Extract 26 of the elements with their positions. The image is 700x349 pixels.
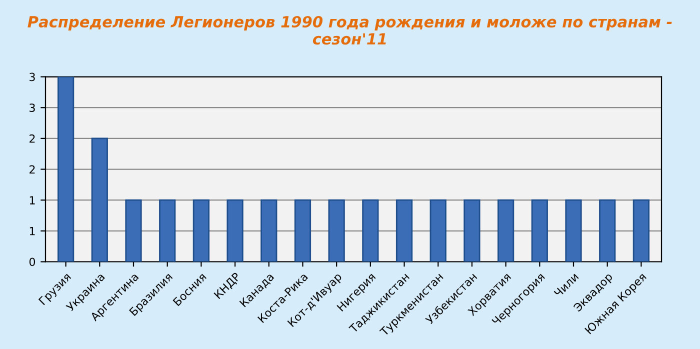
y-tick-label: 2 xyxy=(30,134,35,143)
bar xyxy=(430,199,446,262)
y-tick-label: 3 xyxy=(30,104,35,112)
bar xyxy=(565,199,582,262)
chart-title: Распределение Легионеров 1990 года рождения и моложе по странам - сезон'11 xyxy=(28,16,672,45)
bar xyxy=(632,199,650,262)
bar xyxy=(125,199,142,262)
bar xyxy=(226,199,244,262)
bar xyxy=(57,76,74,262)
bar xyxy=(497,199,514,262)
y-tick-label: 1 xyxy=(30,196,35,204)
bar xyxy=(599,199,616,262)
bar xyxy=(328,199,345,262)
bar xyxy=(464,199,480,262)
bar xyxy=(192,199,210,262)
bar xyxy=(396,199,413,262)
bar xyxy=(531,199,548,262)
bar xyxy=(294,199,312,262)
bar xyxy=(91,138,108,262)
bar xyxy=(159,199,176,262)
bar xyxy=(362,199,379,262)
y-tick-label: 0 xyxy=(29,258,36,266)
y-tick-label: 1 xyxy=(30,227,35,236)
y-tick-label: 3 xyxy=(30,72,35,82)
bar xyxy=(260,199,278,262)
y-tick-label: 2 xyxy=(30,165,35,174)
